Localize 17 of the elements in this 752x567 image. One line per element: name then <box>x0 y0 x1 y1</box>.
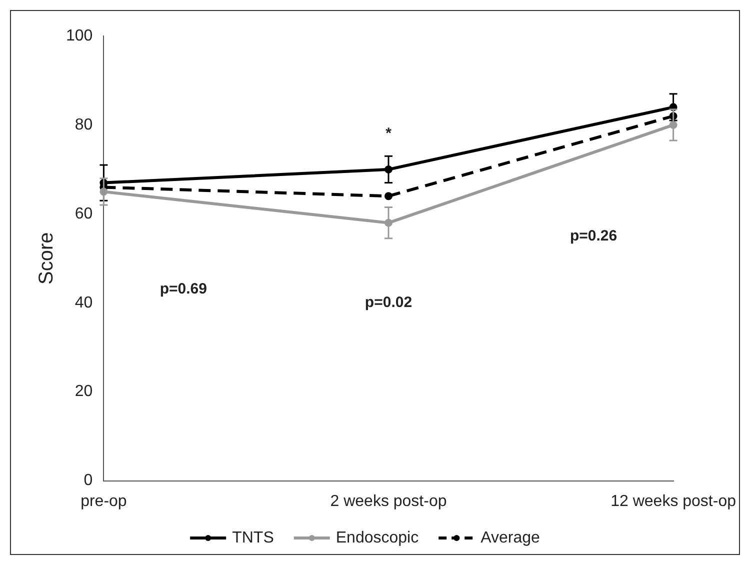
y-tick-label: 60 <box>74 205 93 222</box>
annotation: p=0.69 <box>160 280 207 298</box>
legend-label: Average <box>480 529 540 546</box>
legend-label: TNTS <box>232 529 274 546</box>
y-axis-title: Score <box>36 232 58 285</box>
legend-label: Endoscopic <box>336 529 419 546</box>
y-tick-label: 0 <box>84 472 93 490</box>
y-tick-label: 40 <box>74 294 93 312</box>
y-tick-label: 20 <box>74 383 93 400</box>
y-tick-label: 80 <box>74 116 93 134</box>
x-tick-label: 12 weeks post-op <box>610 492 736 510</box>
annotation: * <box>386 124 392 142</box>
x-tick-label: 2 weeks post-op <box>330 492 447 510</box>
x-tick-label: pre-op <box>80 492 127 510</box>
y-tick-label: 100 <box>66 27 93 44</box>
annotation: p=0.26 <box>570 227 618 244</box>
annotation: p=0.02 <box>364 294 412 312</box>
